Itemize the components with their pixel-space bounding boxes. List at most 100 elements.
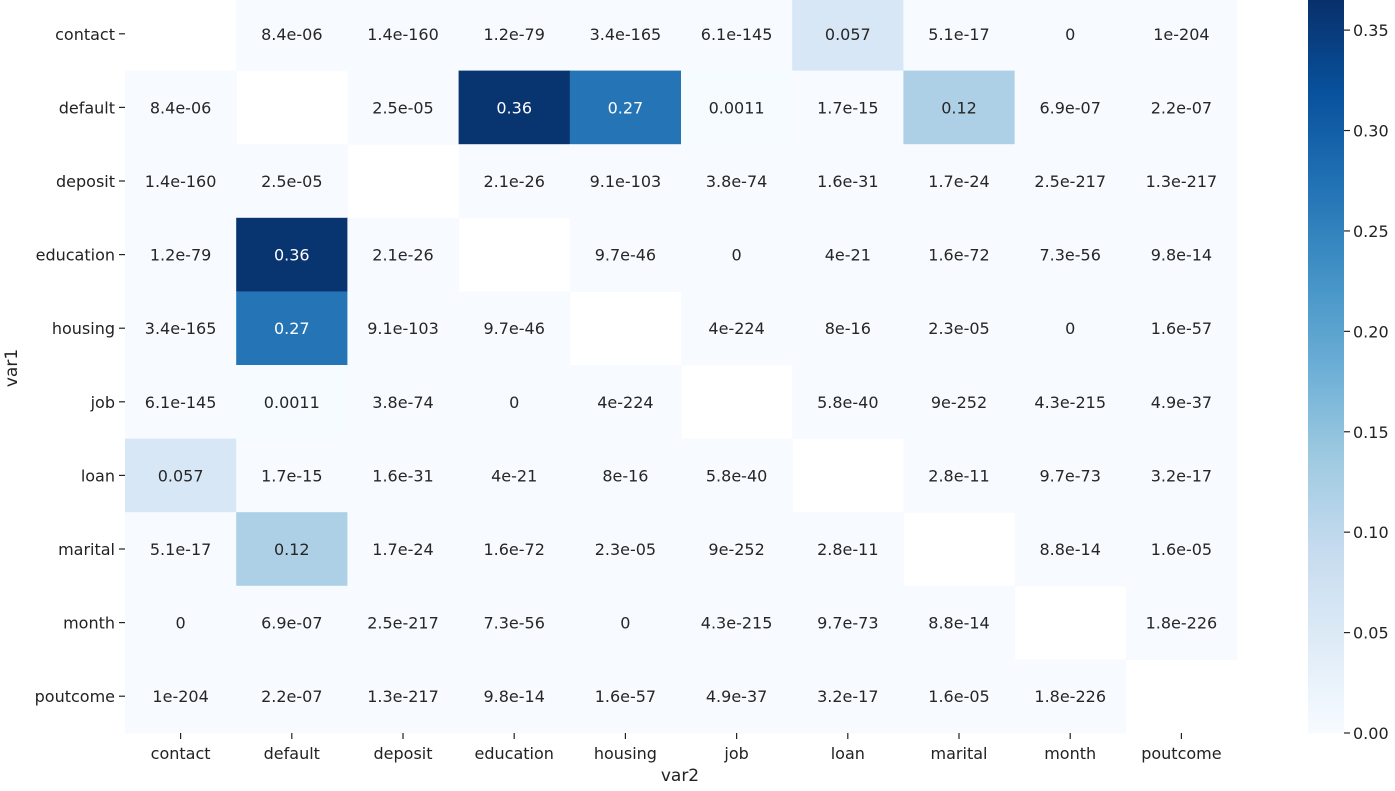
heatmap-cell bbox=[903, 144, 1016, 219]
heatmap-cell bbox=[1014, 217, 1127, 292]
heatmap-cell bbox=[681, 217, 793, 292]
heatmap-cell bbox=[236, 659, 348, 734]
heatmap-cell bbox=[569, 659, 682, 734]
heatmap-cell bbox=[569, 512, 682, 587]
cell-label: 1.7e-24 bbox=[372, 540, 433, 559]
cell-label: 2.2e-07 bbox=[261, 687, 322, 706]
cell-label: 0 bbox=[1065, 319, 1075, 338]
heatmap-cell bbox=[458, 659, 571, 734]
heatmap-cell bbox=[569, 438, 682, 513]
colorbar-tick-label: 0.00 bbox=[1353, 724, 1389, 743]
cell-label: 8.4e-06 bbox=[261, 25, 322, 44]
cell-label: 1.7e-15 bbox=[817, 98, 878, 117]
cell-label: 9e-252 bbox=[708, 540, 764, 559]
cell-label: 2.5e-217 bbox=[367, 614, 439, 633]
cell-label: 6.1e-145 bbox=[701, 25, 773, 44]
cell-label: 0.36 bbox=[496, 98, 532, 117]
cell-label: 1.7e-15 bbox=[261, 466, 322, 485]
heatmap-cell bbox=[125, 659, 237, 734]
heatmap-cell bbox=[903, 0, 1016, 72]
colorbar-tick-label: 0.25 bbox=[1353, 222, 1389, 241]
heatmap-cell bbox=[236, 0, 348, 72]
heatmap-cell bbox=[792, 70, 904, 145]
x-tick-label: loan bbox=[831, 744, 865, 763]
cell-label: 9e-252 bbox=[931, 393, 987, 412]
heatmap-cell bbox=[903, 70, 1016, 145]
heatmap-cell bbox=[792, 217, 904, 292]
y-tick-label: job bbox=[90, 393, 115, 412]
cell-label: 0.12 bbox=[941, 98, 977, 117]
heatmap-cell bbox=[236, 365, 348, 440]
colorbar-tick-label: 0.05 bbox=[1353, 624, 1389, 643]
cell-label: 3.8e-74 bbox=[372, 393, 433, 412]
y-ticks-layer: contact default deposit education housing job… bbox=[35, 25, 125, 706]
heatmap-cell bbox=[681, 291, 793, 366]
cell-label: 2.5e-05 bbox=[261, 172, 322, 191]
heatmap-cell bbox=[792, 585, 904, 660]
y-tick-label: loan bbox=[81, 466, 115, 485]
cell-label: 6.1e-145 bbox=[145, 393, 217, 412]
cell-label: 0.27 bbox=[608, 98, 644, 117]
heatmap-cell bbox=[1125, 217, 1238, 292]
colorbar-tick-label: 0.35 bbox=[1353, 21, 1389, 40]
colorbar-ticks-layer: 0.00 0.05 0.10 0.15 0.20 0.25 0.30 0.35 bbox=[1344, 21, 1389, 743]
cell-label: 4e-21 bbox=[825, 246, 871, 265]
cell-label: 9.8e-14 bbox=[483, 687, 544, 706]
cell-label: 0.27 bbox=[274, 319, 310, 338]
heatmap-cell bbox=[1125, 144, 1238, 219]
cell-label: 0 bbox=[1065, 25, 1075, 44]
cell-label: 3.4e-165 bbox=[145, 319, 217, 338]
heatmap-cell bbox=[458, 291, 571, 366]
x-tick-label: month bbox=[1044, 744, 1096, 763]
cell-label: 0.0011 bbox=[264, 393, 320, 412]
heatmap-cell bbox=[681, 438, 793, 513]
cell-label: 1.6e-31 bbox=[372, 466, 433, 485]
x-tick-label: job bbox=[723, 744, 748, 763]
y-tick-label: housing bbox=[52, 319, 115, 338]
heatmap-cell bbox=[1125, 70, 1238, 145]
heatmap-cell bbox=[125, 70, 237, 145]
heatmap-cell bbox=[1125, 512, 1238, 587]
heatmap-cell bbox=[236, 144, 348, 219]
colorbar-tick-label: 0.10 bbox=[1353, 523, 1389, 542]
cell-label: 4.3e-215 bbox=[1034, 393, 1106, 412]
x-tick-label: contact bbox=[151, 744, 211, 763]
cell-label: 9.8e-14 bbox=[1151, 246, 1212, 265]
x-tick-label: deposit bbox=[374, 744, 433, 763]
heatmap-cell bbox=[1014, 512, 1127, 587]
heatmap-cell bbox=[236, 291, 348, 366]
cell-label: 7.3e-56 bbox=[483, 614, 544, 633]
heatmap-cell bbox=[125, 512, 237, 587]
cell-label: 3.2e-17 bbox=[1151, 466, 1212, 485]
cell-label: 4.9e-37 bbox=[1151, 393, 1212, 412]
heatmap-cell bbox=[347, 438, 460, 513]
heatmap-cell bbox=[792, 0, 904, 72]
cell-label: 0 bbox=[620, 614, 630, 633]
cell-label: 3.2e-17 bbox=[817, 687, 878, 706]
heatmap-cell bbox=[347, 291, 460, 366]
heatmap-cell bbox=[569, 70, 682, 145]
heatmap-cell bbox=[347, 70, 460, 145]
heatmap-cell bbox=[903, 217, 1016, 292]
x-axis-label: var2 bbox=[661, 766, 699, 786]
colorbar-tick-label: 0.15 bbox=[1353, 423, 1389, 442]
cell-label: 3.4e-165 bbox=[590, 25, 662, 44]
cell-label: 1.4e-160 bbox=[145, 172, 217, 191]
heatmap-cell bbox=[347, 365, 460, 440]
cell-label: 1.3e-217 bbox=[367, 687, 439, 706]
heatmap-cell bbox=[792, 512, 904, 587]
cell-label: 4e-224 bbox=[597, 393, 653, 412]
cell-label: 0.057 bbox=[158, 466, 204, 485]
y-tick-label: contact bbox=[55, 25, 115, 44]
cell-label: 2.5e-217 bbox=[1034, 172, 1106, 191]
heatmap-cell bbox=[903, 365, 1016, 440]
cell-label: 4.3e-215 bbox=[701, 614, 773, 633]
heatmap-cell bbox=[681, 512, 793, 587]
heatmap-cell bbox=[458, 365, 571, 440]
cell-label: 9.1e-103 bbox=[367, 319, 439, 338]
cell-label: 8e-16 bbox=[602, 466, 648, 485]
heatmap-cell bbox=[903, 438, 1016, 513]
heatmap-cell bbox=[1014, 365, 1127, 440]
heatmap-cell bbox=[1125, 438, 1238, 513]
